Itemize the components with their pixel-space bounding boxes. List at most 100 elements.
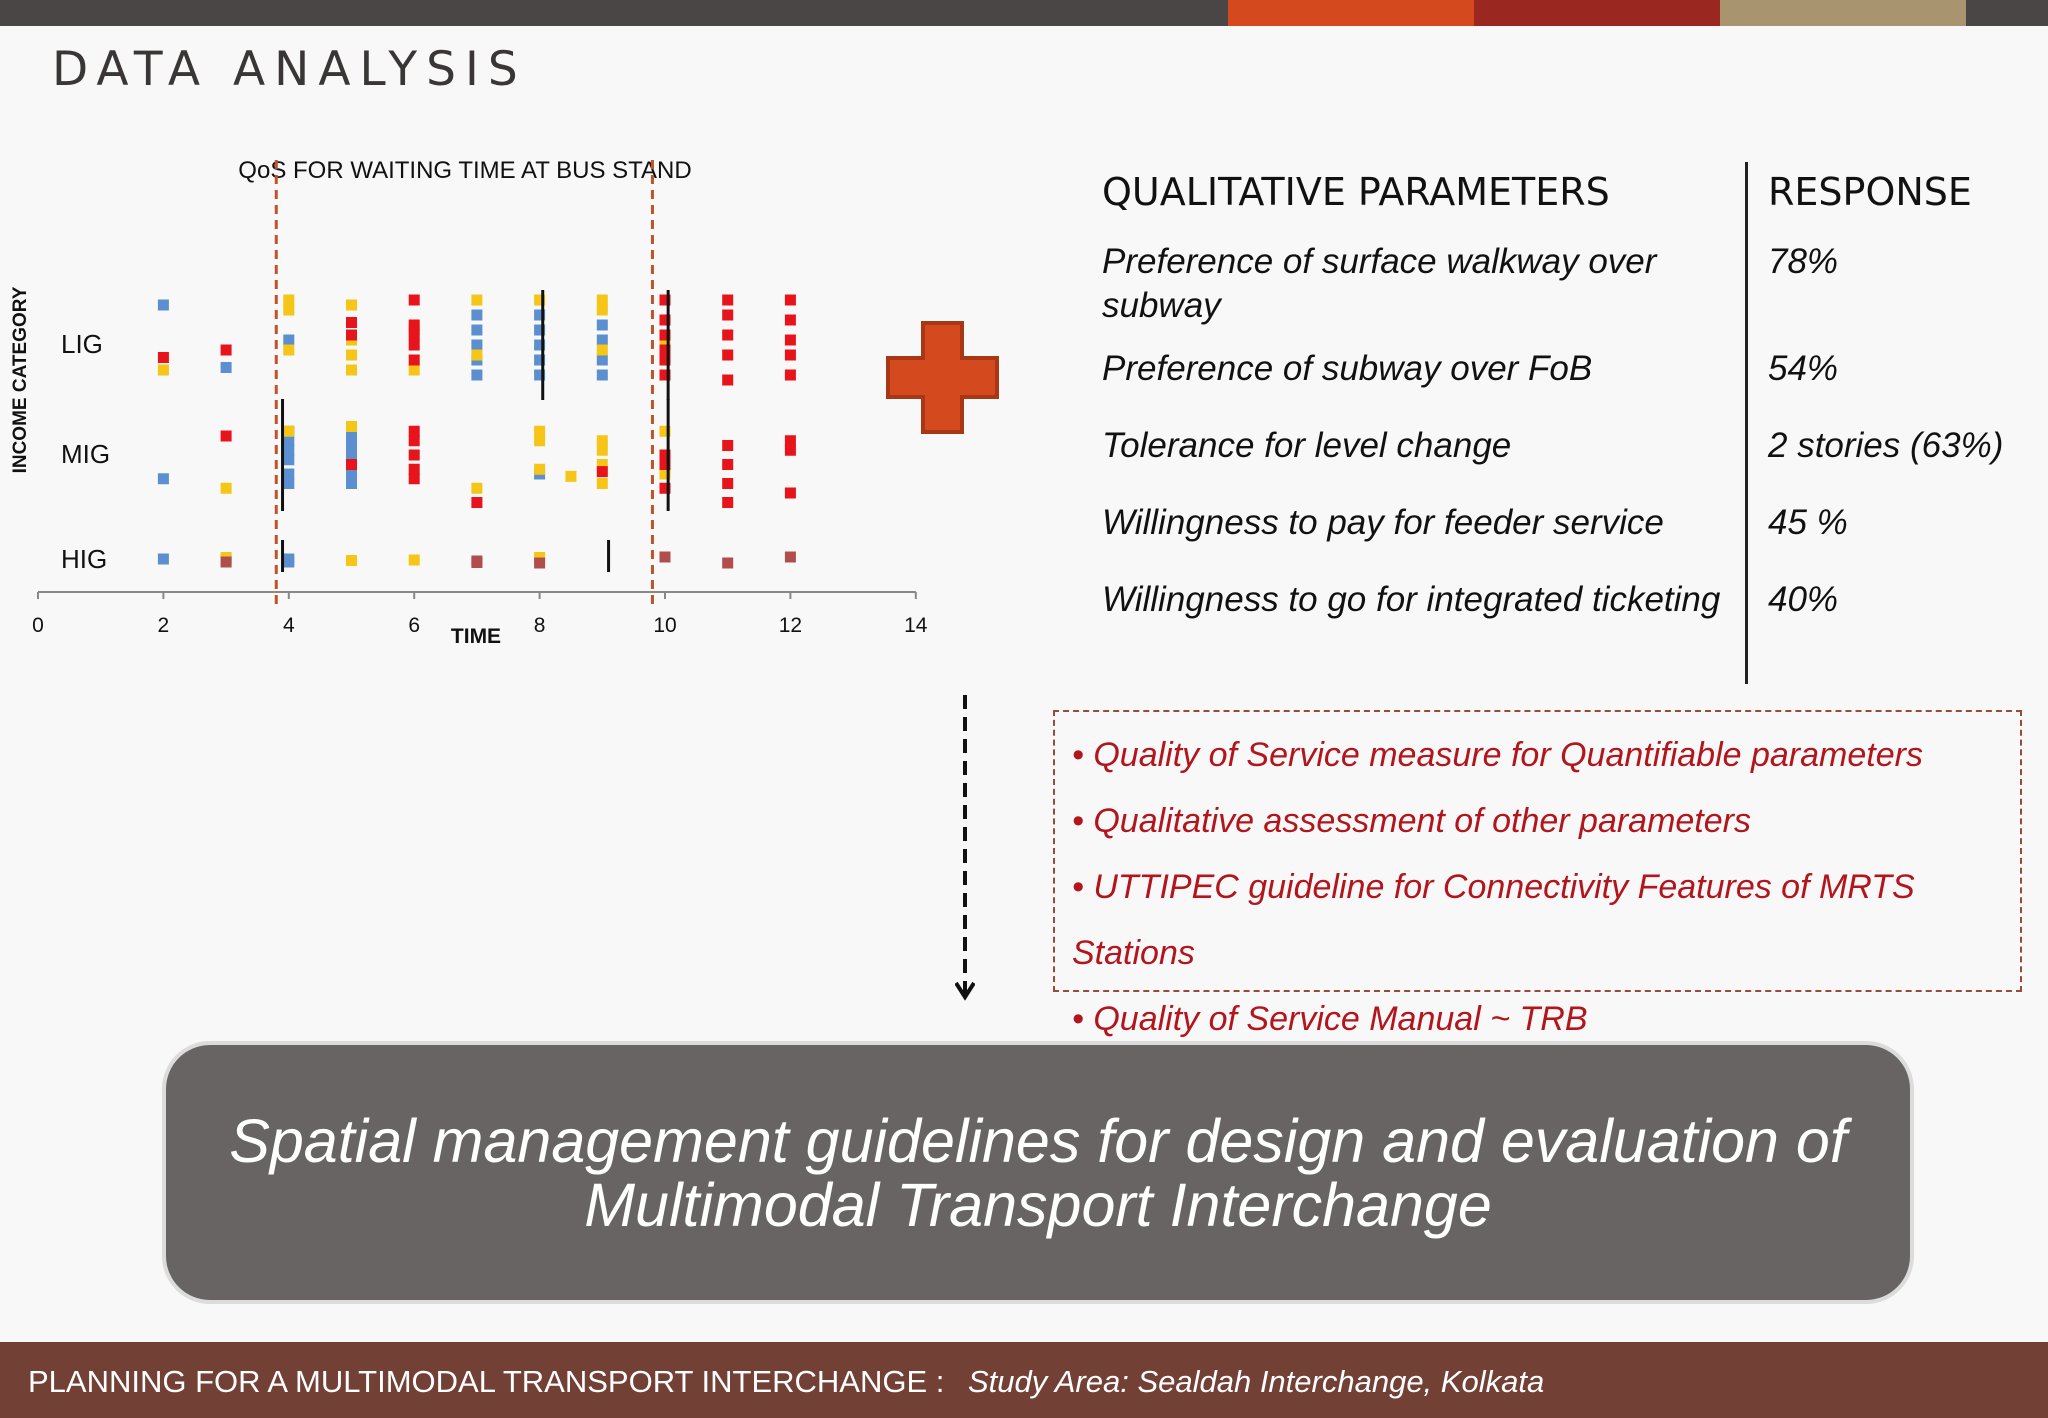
row-response: 45 % bbox=[1768, 503, 1848, 542]
data-point-yellow bbox=[596, 459, 608, 470]
data-point-red bbox=[659, 449, 671, 461]
row-response: 40% bbox=[1768, 580, 1839, 619]
data-point-blue bbox=[346, 444, 357, 456]
data-point-yellow bbox=[596, 344, 608, 356]
data-point-yellow bbox=[346, 555, 357, 566]
top-color-bar bbox=[0, 0, 2048, 26]
data-point-yellow bbox=[596, 304, 608, 316]
qos-scatter-chart: QoS FOR WAITING TIME AT BUS STAND 0 2 4 6 8 10… bbox=[10, 157, 928, 648]
top-bar-segment-red bbox=[1474, 0, 1720, 26]
data-point-blue bbox=[534, 369, 546, 381]
footer-title: PLANNING FOR A MULTIMODAL TRANSPORT INTE… bbox=[28, 1364, 945, 1399]
data-point-red bbox=[659, 314, 671, 326]
banner-line-1: Spatial management guidelines for design… bbox=[229, 1106, 1847, 1175]
data-point-red bbox=[659, 369, 671, 381]
row-response: 54% bbox=[1768, 349, 1839, 388]
guidelines-dashed-box bbox=[1053, 710, 2022, 992]
data-point-red bbox=[408, 425, 420, 437]
data-point-red bbox=[659, 459, 671, 470]
data-point-red bbox=[346, 317, 357, 328]
data-point-red bbox=[722, 374, 734, 386]
data-point-blue bbox=[220, 362, 232, 373]
data-point-red bbox=[408, 339, 420, 351]
data-point-blue bbox=[157, 299, 169, 311]
data-point-red bbox=[722, 349, 734, 361]
data-point-yellow bbox=[408, 554, 420, 566]
data-point-red bbox=[722, 459, 734, 470]
data-point-red bbox=[408, 294, 420, 306]
data-point-red bbox=[408, 319, 420, 331]
data-point-blue bbox=[283, 454, 295, 466]
data-point-red bbox=[408, 449, 420, 461]
data-point-red bbox=[596, 466, 608, 478]
page-title: DATA ANALYSIS bbox=[52, 42, 527, 97]
data-point-blue bbox=[283, 444, 295, 456]
data-point-yellow bbox=[346, 421, 357, 432]
data-point-blue bbox=[283, 556, 295, 568]
data-point-blue bbox=[346, 478, 357, 489]
table-divider bbox=[1745, 162, 1748, 684]
data-point-yellow bbox=[534, 435, 546, 447]
data-point-red bbox=[659, 344, 671, 356]
row-response: 78% bbox=[1768, 242, 1839, 281]
data-point-red bbox=[471, 497, 483, 508]
x-tick-label: 6 bbox=[408, 614, 420, 637]
header-response: RESPONSE bbox=[1768, 170, 1972, 214]
row-parameter: Preference of subway over FoB bbox=[1102, 349, 1593, 388]
data-point-blue bbox=[534, 339, 546, 351]
plus-shape bbox=[886, 321, 999, 434]
footer-bar: PLANNING FOR A MULTIMODAL TRANSPORT INTE… bbox=[0, 1342, 2048, 1418]
data-point-red bbox=[784, 435, 796, 447]
row-parameter: Preference of surface walkway over subwa… bbox=[1102, 242, 1657, 325]
data-point-red bbox=[408, 354, 420, 366]
data-point-red bbox=[346, 329, 357, 341]
bullet-item: • Quality of Service measure for Quantif… bbox=[1072, 736, 1923, 774]
data-point-yellow bbox=[471, 294, 483, 306]
category-label-mig: MIG bbox=[61, 439, 110, 469]
plus-icon bbox=[886, 321, 999, 434]
x-tick-label: 10 bbox=[653, 614, 676, 637]
bullet-item: • UTTIPEC guideline for Connectivity Fea… bbox=[1072, 868, 1915, 906]
data-point-blue bbox=[283, 334, 295, 346]
data-point-yellow bbox=[283, 294, 295, 306]
x-tick-label: 2 bbox=[158, 614, 170, 637]
data-point-red bbox=[408, 435, 420, 447]
data-point-yellow bbox=[346, 299, 357, 311]
row-response: 2 stories (63%) bbox=[1768, 426, 2004, 465]
data-point-blue bbox=[471, 324, 483, 336]
top-bar-segment-orange bbox=[1228, 0, 1474, 26]
data-point-red bbox=[784, 369, 796, 381]
data-point-blue bbox=[346, 468, 357, 480]
data-point-blue bbox=[534, 324, 546, 336]
data-point-brown bbox=[784, 551, 796, 563]
x-tick-label: 0 bbox=[32, 614, 44, 637]
data-point-yellow bbox=[220, 482, 232, 494]
data-point-blue bbox=[596, 354, 608, 366]
data-point-yellow bbox=[534, 425, 546, 437]
data-point-red bbox=[784, 349, 796, 361]
x-tick-label: 12 bbox=[779, 614, 802, 637]
conclusion-banner: Spatial management guidelines for design… bbox=[166, 1045, 1910, 1300]
data-point-red bbox=[784, 487, 796, 499]
data-point-red bbox=[408, 473, 420, 485]
data-point-yellow bbox=[659, 425, 671, 437]
data-point-blue bbox=[471, 309, 483, 321]
data-point-yellow bbox=[565, 470, 577, 482]
y-axis-label: INCOME CATEGORY bbox=[10, 286, 31, 473]
data-point-yellow bbox=[596, 444, 608, 456]
chart-title: QoS FOR WAITING TIME AT BUS STAND bbox=[238, 157, 691, 184]
data-point-yellow bbox=[471, 349, 483, 361]
data-point-blue bbox=[346, 435, 357, 447]
data-point-red bbox=[722, 329, 734, 341]
data-point-red bbox=[722, 497, 734, 508]
data-point-brown bbox=[534, 557, 546, 569]
data-point-blue bbox=[596, 369, 608, 381]
data-point-yellow bbox=[157, 364, 169, 376]
data-point-blue bbox=[534, 309, 546, 321]
data-point-yellow bbox=[596, 435, 608, 447]
data-point-yellow bbox=[471, 482, 483, 494]
data-point-red bbox=[722, 309, 734, 321]
data-point-red bbox=[784, 334, 796, 346]
data-point-yellow bbox=[534, 463, 546, 475]
data-point-red bbox=[659, 294, 671, 306]
